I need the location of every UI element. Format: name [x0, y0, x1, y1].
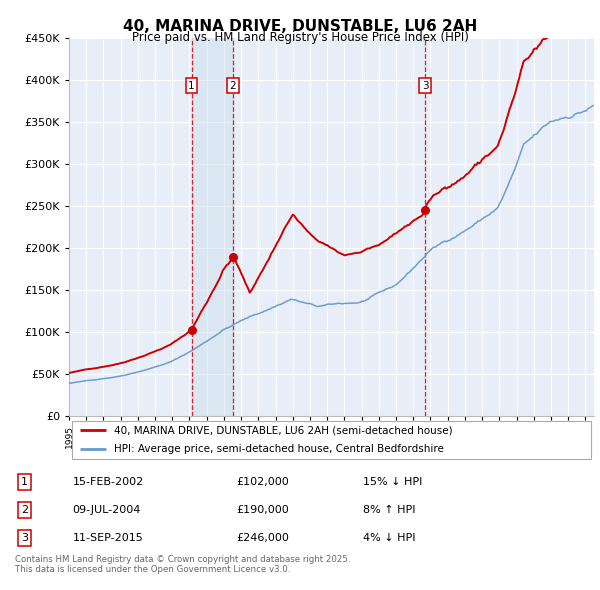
Text: 3: 3	[21, 533, 28, 543]
Text: HPI: Average price, semi-detached house, Central Bedfordshire: HPI: Average price, semi-detached house,…	[113, 444, 443, 454]
Text: 1: 1	[188, 81, 195, 90]
Text: 11-SEP-2015: 11-SEP-2015	[73, 533, 143, 543]
Text: 4% ↓ HPI: 4% ↓ HPI	[364, 533, 416, 543]
Text: 2: 2	[230, 81, 236, 90]
Text: Price paid vs. HM Land Registry's House Price Index (HPI): Price paid vs. HM Land Registry's House …	[131, 31, 469, 44]
Text: 09-JUL-2004: 09-JUL-2004	[73, 504, 141, 514]
Text: 15% ↓ HPI: 15% ↓ HPI	[364, 477, 423, 487]
Text: £102,000: £102,000	[236, 477, 289, 487]
Text: £246,000: £246,000	[236, 533, 290, 543]
Text: 2: 2	[21, 504, 28, 514]
Text: 3: 3	[422, 81, 428, 90]
FancyBboxPatch shape	[71, 421, 592, 458]
Text: 1: 1	[21, 477, 28, 487]
Text: 40, MARINA DRIVE, DUNSTABLE, LU6 2AH (semi-detached house): 40, MARINA DRIVE, DUNSTABLE, LU6 2AH (se…	[113, 425, 452, 435]
Text: £190,000: £190,000	[236, 504, 289, 514]
Text: Contains HM Land Registry data © Crown copyright and database right 2025.
This d: Contains HM Land Registry data © Crown c…	[15, 555, 350, 574]
Bar	[191, 38, 233, 416]
Text: 15-FEB-2002: 15-FEB-2002	[73, 477, 144, 487]
Text: 40, MARINA DRIVE, DUNSTABLE, LU6 2AH: 40, MARINA DRIVE, DUNSTABLE, LU6 2AH	[123, 19, 477, 34]
Text: 8% ↑ HPI: 8% ↑ HPI	[364, 504, 416, 514]
